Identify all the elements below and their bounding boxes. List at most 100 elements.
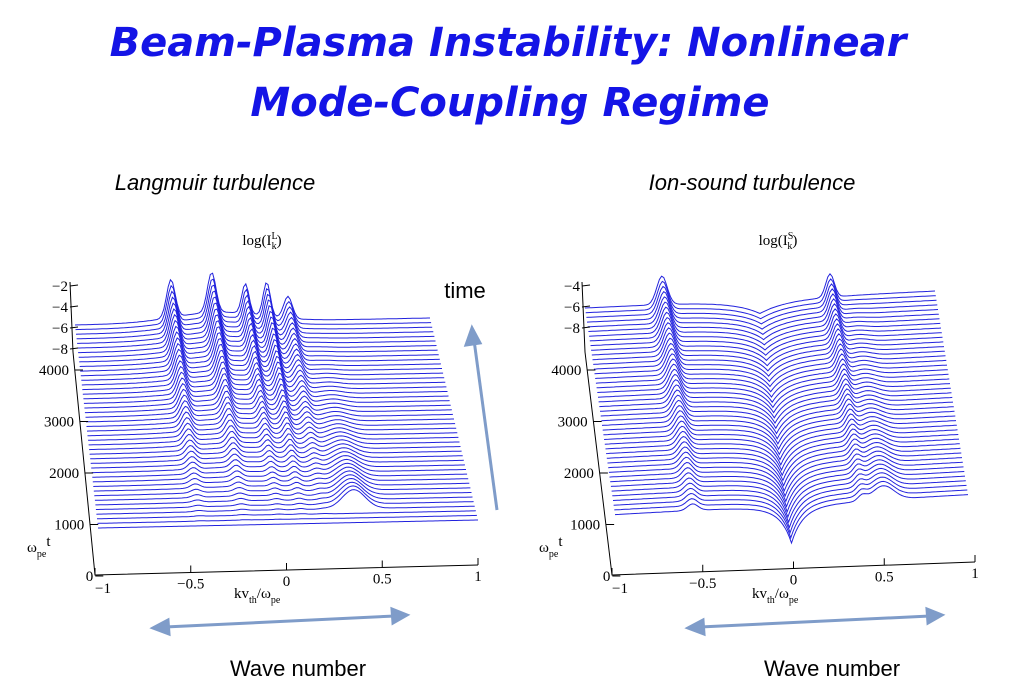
- label-part: k: [787, 241, 792, 252]
- label-part: th: [767, 595, 775, 606]
- wave-number-caption: Wave number: [764, 656, 900, 681]
- waterfall-curve: [77, 302, 436, 349]
- waterfall-curve: [604, 418, 957, 466]
- tick-mark: [69, 305, 79, 308]
- x-tick-label: −1: [95, 581, 111, 597]
- waterfall-curve: [98, 519, 478, 529]
- waterfall-curve: [89, 430, 460, 451]
- label-part: pe: [789, 595, 799, 606]
- tick-mark: [581, 326, 591, 329]
- z-tick-label: −6: [52, 321, 68, 337]
- waterfall-curve: [612, 467, 966, 524]
- label-part: ): [277, 233, 282, 249]
- waterfall-curve: [614, 485, 969, 545]
- waterfall-curve: [614, 480, 968, 540]
- wave-arrow: [164, 614, 396, 629]
- arrow-head: [463, 324, 483, 347]
- waterfall-curve: [90, 442, 462, 460]
- label-part: ω: [539, 540, 549, 556]
- waterfall-curve: [599, 378, 951, 424]
- label-part: pe: [549, 549, 559, 560]
- waterfall-curve: [587, 293, 939, 336]
- z-tick-label: −4: [52, 300, 68, 316]
- waterfall-curve: [85, 390, 452, 418]
- waterfall-curve: [597, 363, 949, 409]
- waterfall-curve: [613, 476, 967, 535]
- x-tick-label: 1: [971, 566, 979, 582]
- waterfall-curve: [91, 455, 465, 474]
- waterfall-curve: [81, 349, 445, 386]
- waterfall-curve: [82, 361, 447, 395]
- label-part: t: [558, 534, 563, 550]
- arrows: [149, 324, 946, 637]
- waterfall-curve: [586, 288, 938, 330]
- waterfall-curve: [80, 332, 441, 372]
- time-tick-label: 4000: [551, 363, 581, 379]
- time-tick-label: 0: [86, 569, 94, 585]
- waterfall-curve: [608, 446, 962, 498]
- waterfall-curve: [93, 470, 470, 492]
- waterfall-curve: [592, 328, 944, 372]
- waterfall-curve: [603, 408, 956, 456]
- label-part: /ω: [775, 586, 789, 602]
- x-axis-label: kvth/ωpe: [752, 586, 799, 606]
- waterfall-curve: [88, 419, 458, 441]
- wave-arrow: [699, 614, 931, 629]
- waterfall-curve: [81, 343, 444, 381]
- waterfall-curve: [74, 272, 430, 326]
- waterfall-curve: [585, 278, 936, 320]
- waterfall-curve: [95, 481, 473, 506]
- z-tick-label: −6: [564, 300, 580, 316]
- waterfall-curve: [78, 308, 437, 354]
- label-part: pe: [37, 549, 47, 560]
- label-part: kv: [752, 586, 768, 602]
- time-tick-label: 2000: [564, 466, 594, 482]
- waterfall-curve: [606, 428, 959, 477]
- waterfall-curve: [83, 373, 449, 404]
- x-tick-label: −0.5: [689, 576, 716, 592]
- waterfall-curve: [82, 355, 446, 391]
- waterfall-curve: [84, 384, 451, 414]
- label-part: /ω: [257, 586, 271, 602]
- waterfall-curve: [586, 283, 937, 325]
- waterfall-curve: [591, 323, 943, 367]
- waterfall-curve: [80, 337, 442, 377]
- waterfall-curve: [593, 333, 945, 377]
- label-part: pe: [271, 595, 281, 606]
- waterfall-curve: [75, 284, 433, 335]
- title-line: Beam-Plasma Instability: Nonlinear: [110, 20, 909, 66]
- tick-mark: [581, 284, 591, 287]
- time-tick-label: 3000: [558, 415, 588, 431]
- waterfall-curve: [598, 373, 951, 419]
- x-tick-label: 0: [790, 573, 798, 589]
- x-tick-label: −1: [612, 581, 628, 597]
- z-tick-label: −4: [564, 279, 580, 295]
- waterfall-curve: [602, 403, 955, 451]
- time-tick-label: 1000: [54, 518, 84, 534]
- waterfall-curve: [597, 368, 950, 414]
- x-axis-label: kvth/ωpe: [234, 586, 281, 606]
- z-axis-label: log(IS k): [759, 231, 798, 252]
- x-tick-label: 1: [474, 569, 482, 585]
- label-part: log(I: [242, 233, 271, 249]
- waterfall-curve: [83, 367, 448, 400]
- waterfall-curve: [601, 393, 954, 440]
- waterfall-curve: [595, 348, 947, 393]
- time-tick-label: 1000: [570, 518, 600, 534]
- waterfall-curve: [599, 383, 952, 430]
- waterfall-curve: [79, 326, 440, 367]
- waterfall-curve: [95, 485, 474, 510]
- waterfall-curve: [97, 514, 477, 524]
- x-tick-label: 0.5: [373, 572, 392, 588]
- waterfall-curve: [589, 308, 941, 351]
- time-tick-label: 2000: [49, 466, 79, 482]
- time-tick-label: 3000: [44, 415, 74, 431]
- arrow-head: [684, 617, 706, 637]
- arrow-head: [390, 606, 411, 626]
- waterfall-curve: [94, 474, 471, 497]
- arrow-head: [149, 617, 171, 637]
- x-tick-label: 0: [283, 574, 291, 590]
- time-axis-label: ωpet: [539, 534, 563, 560]
